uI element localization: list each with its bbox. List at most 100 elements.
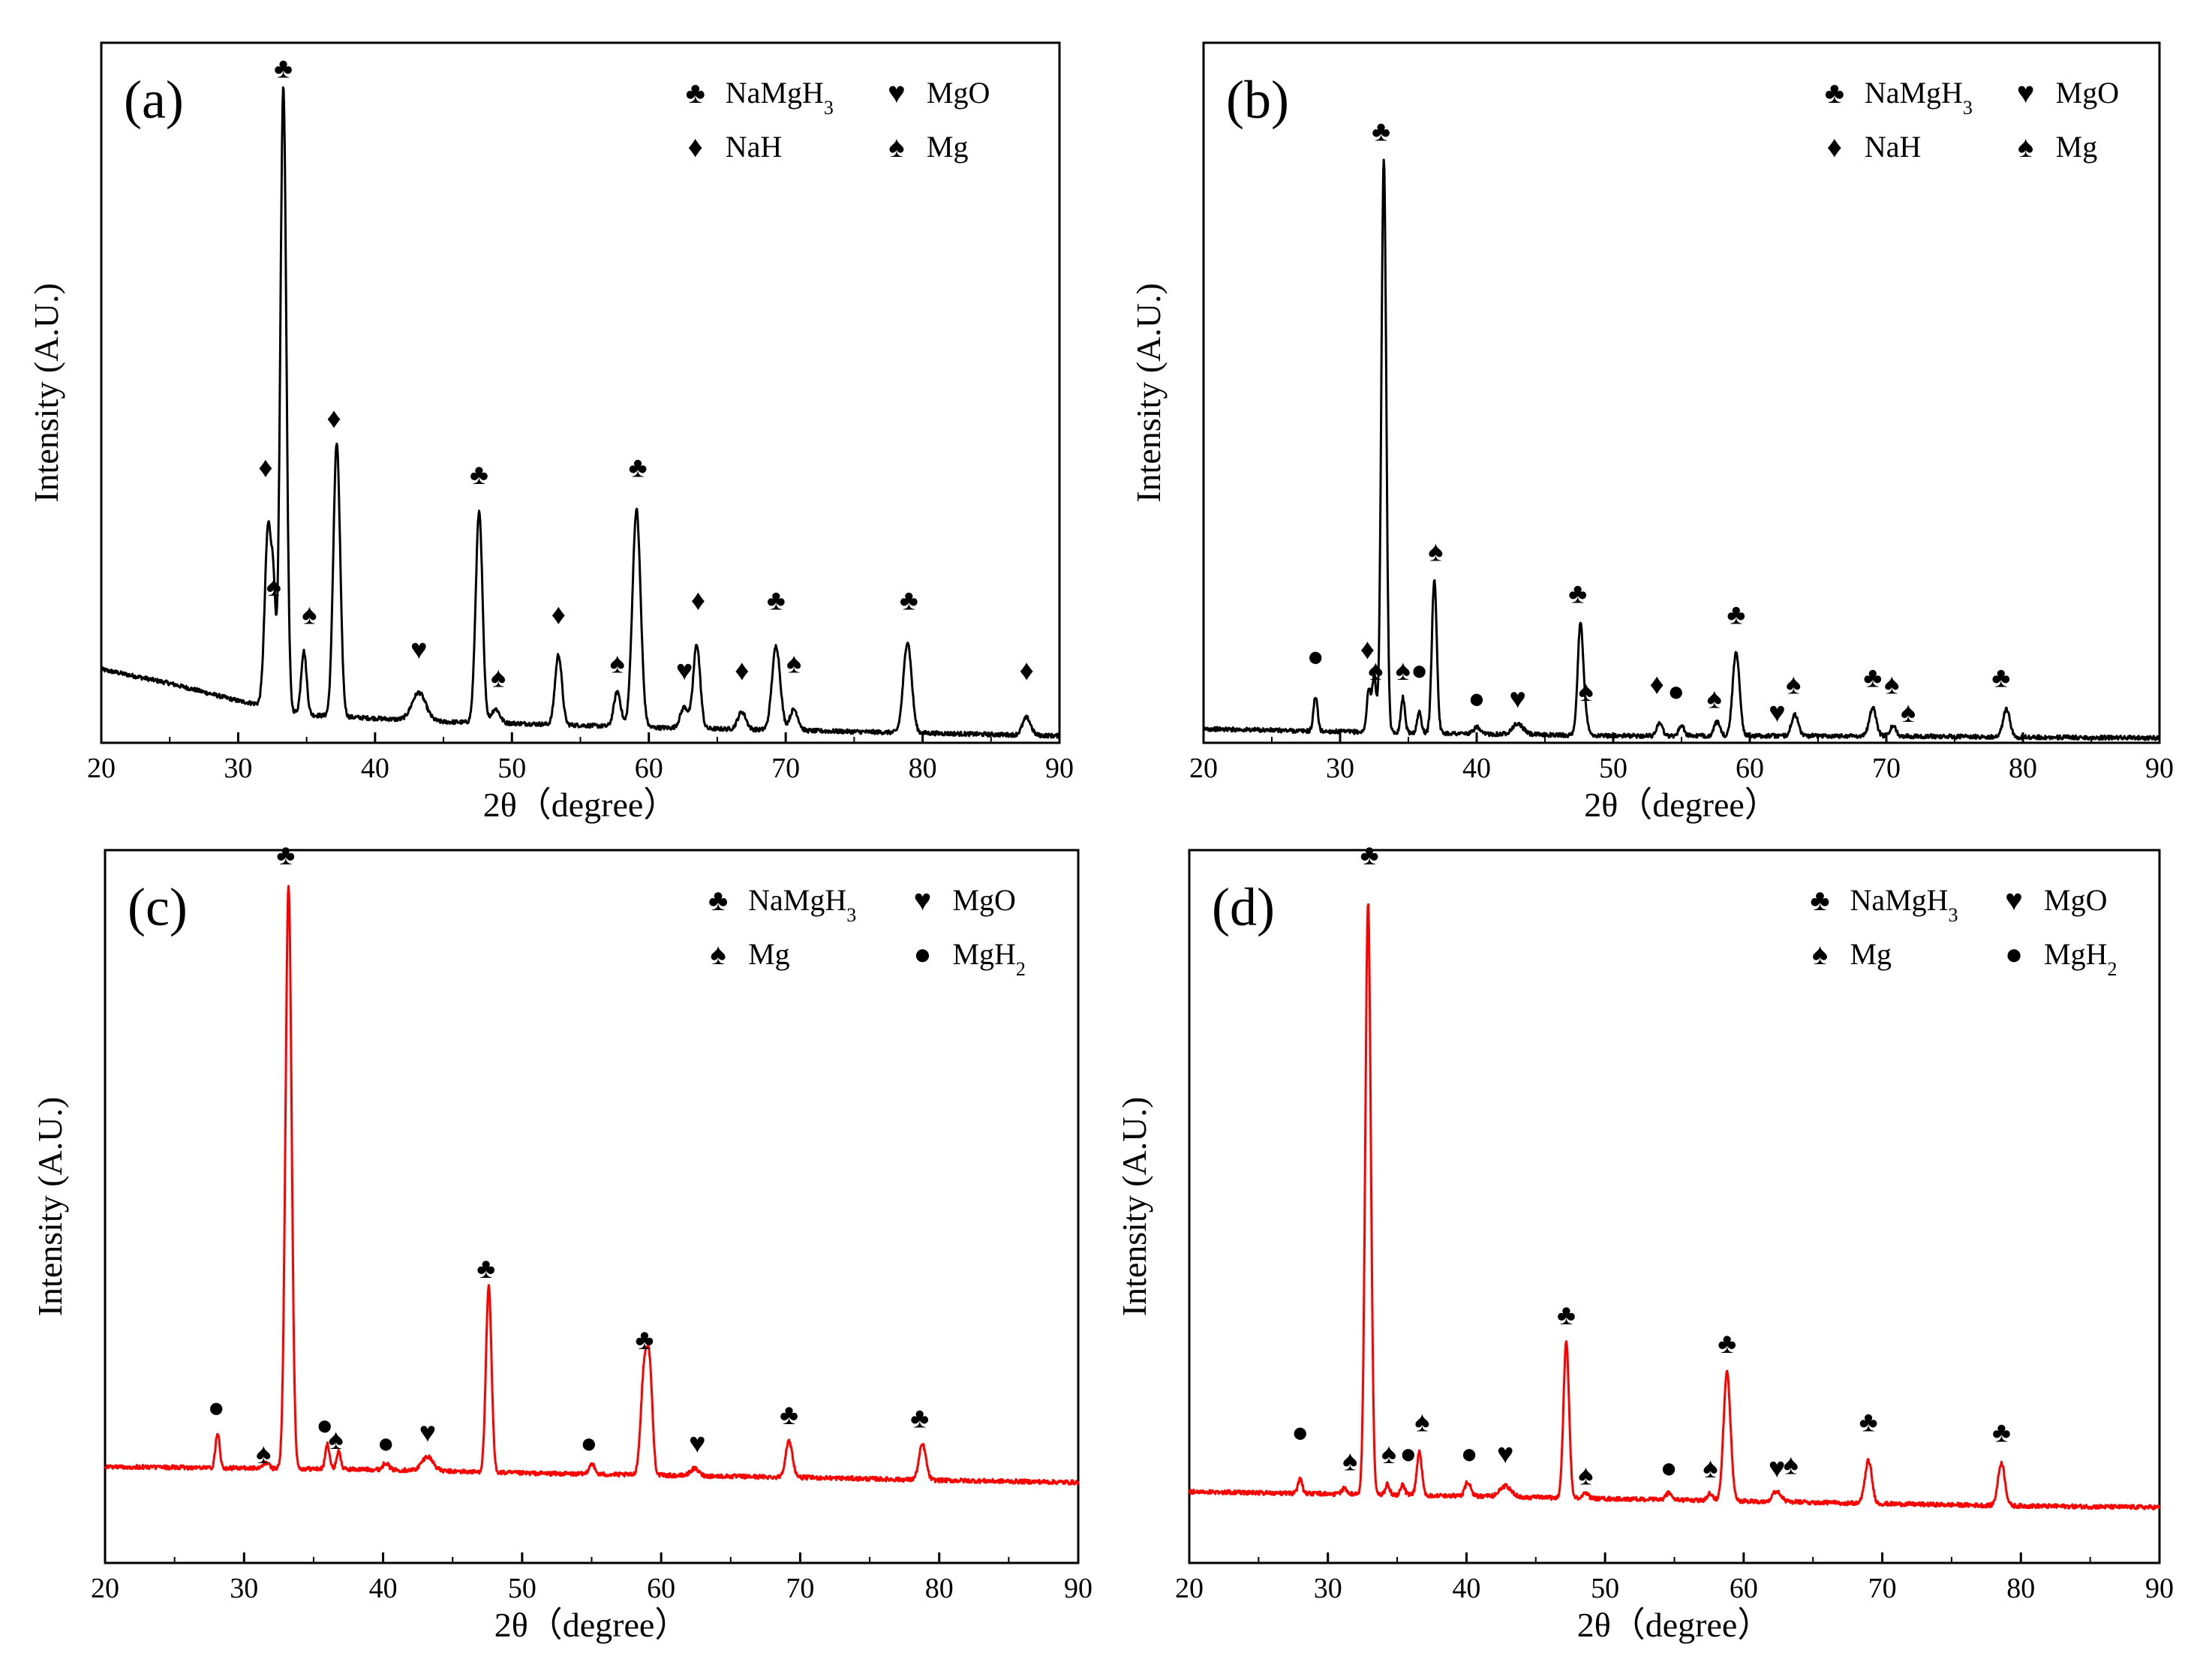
legend-label: Mg bbox=[927, 130, 969, 164]
peak-marker-club: ♣ bbox=[910, 1403, 929, 1435]
peak-marker-spade: ♠ bbox=[302, 599, 317, 630]
xrd-pattern-line bbox=[1188, 903, 2161, 1511]
legend-label: NaMgH3 bbox=[748, 883, 856, 926]
legend-label-subscript: 2 bbox=[2108, 958, 2117, 980]
peak-marker-spade: ♠ bbox=[1396, 655, 1411, 687]
peak-marker-spade: ♠ bbox=[1368, 655, 1383, 687]
legend-label-subscript: 3 bbox=[1949, 904, 1958, 926]
x-tick-label: 30 bbox=[224, 753, 252, 784]
legend-label: NaH bbox=[726, 130, 783, 164]
peak-marker-dot: ● bbox=[1461, 1438, 1478, 1470]
peak-marker-diamond: ♦ bbox=[1360, 634, 1375, 666]
peak-marker-spade: ♠ bbox=[786, 648, 801, 680]
peak-marker-club: ♣ bbox=[1859, 1406, 1878, 1438]
x-tick-label: 70 bbox=[1872, 753, 1901, 784]
peak-marker-heart: ♥ bbox=[1769, 1453, 1786, 1484]
legend-symbol-diamond: ♦ bbox=[688, 130, 703, 164]
peak-marker-dot: ● bbox=[316, 1410, 333, 1441]
chart-panel-a: 20 30 40 50 60 70 80 90 2θ（degree） Intensity (A.U… bbox=[27, 41, 1074, 824]
x-tick-label: 40 bbox=[369, 1573, 398, 1604]
x-tick-label: 40 bbox=[1462, 753, 1491, 784]
peak-marker-spade: ♠ bbox=[328, 1424, 343, 1456]
y-axis-label: Intensity (A.U.) bbox=[31, 1097, 69, 1317]
legend-label: MgO bbox=[2044, 883, 2107, 917]
peak-marker-dot: ● bbox=[1307, 641, 1324, 672]
peak-marker-diamond: ♦ bbox=[691, 585, 705, 617]
peak-marker-dot: ● bbox=[377, 1428, 395, 1459]
panel-label: (b) bbox=[1226, 70, 1289, 130]
x-tick-label: 50 bbox=[1599, 753, 1627, 784]
peak-marker-club: ♣ bbox=[629, 452, 648, 483]
x-axis-label: 2θ（degree） bbox=[1577, 1606, 1772, 1644]
legend-symbol-dot: ● bbox=[2005, 937, 2023, 971]
legend-label: MgH2 bbox=[952, 937, 1025, 980]
legend-label: MgH2 bbox=[2044, 937, 2117, 980]
peak-marker-dot: ● bbox=[1667, 676, 1685, 708]
legend-symbol-diamond: ♦ bbox=[1827, 130, 1842, 164]
peak-marker-dot: ● bbox=[580, 1428, 597, 1459]
legend-label: NaMgH3 bbox=[1865, 76, 1973, 119]
legend-label-text: NaMgH bbox=[726, 76, 824, 110]
plot-frame bbox=[100, 41, 1061, 744]
peak-marker-club: ♣ bbox=[476, 1253, 495, 1285]
peak-marker-spade: ♠ bbox=[610, 648, 625, 680]
peak-marker-spade: ♠ bbox=[1901, 697, 1916, 729]
y-axis-label: Intensity (A.U.) bbox=[27, 283, 65, 503]
legend-label-subscript: 3 bbox=[824, 97, 834, 119]
peak-marker-club: ♣ bbox=[780, 1399, 798, 1431]
peak-marker-heart: ♥ bbox=[419, 1417, 437, 1449]
peak-marker-club: ♣ bbox=[276, 840, 295, 871]
legend-label: Mg bbox=[748, 937, 790, 971]
peak-marker-club: ♣ bbox=[1557, 1300, 1576, 1331]
peak-marker-spade: ♠ bbox=[256, 1438, 271, 1470]
legend-label-subscript: 2 bbox=[1016, 958, 1026, 980]
legend-label: NaH bbox=[1865, 130, 1922, 164]
x-tick-label: 70 bbox=[786, 1573, 814, 1604]
peak-marker-spade: ♠ bbox=[1707, 683, 1722, 714]
x-axis-label: 2θ（degree） bbox=[1584, 786, 1779, 824]
legend-label-subscript: 3 bbox=[846, 904, 856, 926]
peak-marker-club: ♣ bbox=[1360, 840, 1379, 871]
x-axis-label: 2θ（degree） bbox=[494, 1606, 690, 1644]
x-tick-label: 90 bbox=[2145, 753, 2174, 784]
peak-marker-club: ♣ bbox=[1718, 1328, 1736, 1360]
legend-label-text: MgO bbox=[2044, 883, 2107, 917]
x-tick-label: 60 bbox=[1730, 1573, 1758, 1604]
legend-label-text: Mg bbox=[927, 130, 969, 164]
y-axis-label: Intensity (A.U.) bbox=[1129, 283, 1168, 503]
peak-marker-heart: ♥ bbox=[676, 655, 693, 687]
x-tick-label: 80 bbox=[909, 753, 937, 784]
x-axis-label: 2θ（degree） bbox=[483, 786, 678, 824]
legend-symbol-club: ♣ bbox=[708, 883, 728, 917]
legend-label-text: MgO bbox=[2056, 76, 2119, 110]
peak-marker-spade: ♠ bbox=[1579, 676, 1594, 708]
legend-label-text: Mg bbox=[748, 937, 790, 971]
x-tick-label: 40 bbox=[361, 753, 389, 784]
legend-symbol-spade: ♠ bbox=[2018, 130, 2033, 164]
peak-marker-spade: ♠ bbox=[1784, 1449, 1799, 1480]
legend-label: NaMgH3 bbox=[1850, 883, 1958, 926]
peak-marker-club: ♣ bbox=[1568, 578, 1587, 609]
legend-label-text: Mg bbox=[1850, 937, 1892, 971]
legend-symbol-spade: ♠ bbox=[710, 937, 726, 971]
chart-panel-c: 20 30 40 50 60 70 80 90 2θ（degree） Intensity (A.U… bbox=[31, 840, 1092, 1644]
legend-label-text: MgH bbox=[2044, 937, 2107, 971]
peak-marker-dot: ● bbox=[1661, 1453, 1678, 1484]
peak-marker-club: ♣ bbox=[767, 585, 786, 617]
peak-marker-club: ♣ bbox=[1991, 662, 2010, 693]
y-axis-label: Intensity (A.U.) bbox=[1115, 1097, 1153, 1317]
legend-label-text: NaH bbox=[1865, 130, 1922, 164]
plot-frame bbox=[1202, 41, 2161, 744]
x-tick-label: 80 bbox=[2009, 753, 2037, 784]
legend-label: MgO bbox=[2056, 76, 2119, 110]
legend-symbol-heart: ♥ bbox=[914, 883, 932, 917]
legend-symbol-club: ♣ bbox=[1810, 883, 1829, 917]
chart-panel-d: 20 30 40 50 60 70 80 90 2θ（degree） Intensity (A.U… bbox=[1115, 840, 2174, 1644]
legend-symbol-spade: ♠ bbox=[888, 130, 904, 164]
legend-symbol-heart: ♥ bbox=[2005, 883, 2023, 917]
peak-marker-spade: ♠ bbox=[1414, 1406, 1429, 1438]
peak-marker-heart: ♥ bbox=[410, 634, 428, 666]
peak-marker-club: ♣ bbox=[1727, 599, 1745, 630]
x-tick-label: 30 bbox=[1314, 1573, 1342, 1604]
panel-label: (d) bbox=[1212, 877, 1275, 937]
